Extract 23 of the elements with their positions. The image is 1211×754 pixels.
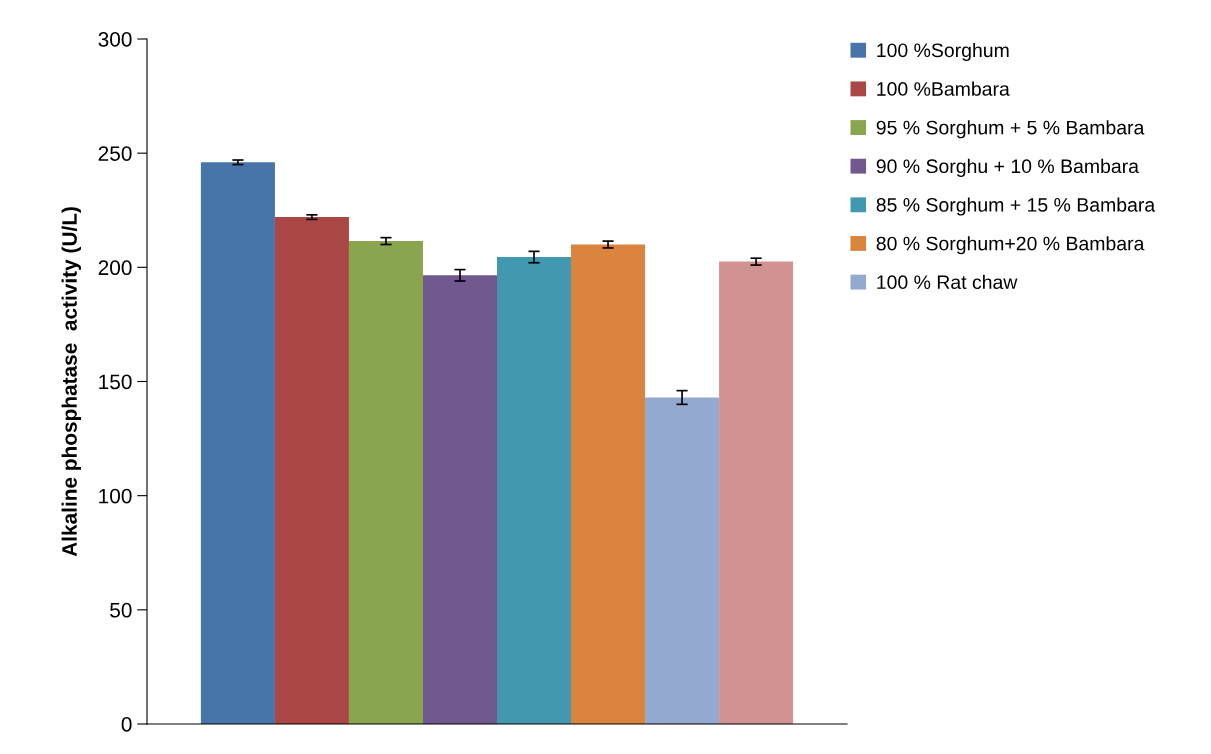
- legend-label: 95 % Sorghum + 5 % Bambara: [876, 120, 1145, 139]
- y-axis-title: Alkaline phosphatase activity (U/L): [61, 207, 81, 557]
- legend-label: 85 % Sorghum + 15 % Bambara: [876, 197, 1156, 216]
- legend-label: 100 % Rat chaw: [877, 274, 1018, 290]
- y-tick-label: 0: [121, 717, 132, 732]
- bar: [274, 217, 349, 724]
- y-tick-label: 200: [98, 260, 132, 276]
- bar: [348, 241, 423, 724]
- bar: [422, 275, 497, 724]
- bar: [719, 261, 794, 724]
- bar: [200, 162, 275, 724]
- legend-label: 80 % Sorghum+20 % Bambara: [876, 236, 1145, 255]
- legend-label: 100 %Bambara: [877, 81, 1010, 96]
- legend-label: 90 % Sorghu + 10 % Bambara: [876, 158, 1139, 177]
- y-tick-label: 300: [98, 32, 132, 47]
- y-tick-label: 150: [99, 374, 132, 390]
- bar: [497, 257, 572, 724]
- y-tick-label: 250: [98, 146, 132, 161]
- legend-label: 100 %Sorghum: [877, 42, 1009, 62]
- y-tick-label: 100: [99, 488, 132, 504]
- bar: [571, 244, 646, 724]
- y-tick-label: 50: [110, 602, 132, 618]
- bar: [645, 397, 720, 724]
